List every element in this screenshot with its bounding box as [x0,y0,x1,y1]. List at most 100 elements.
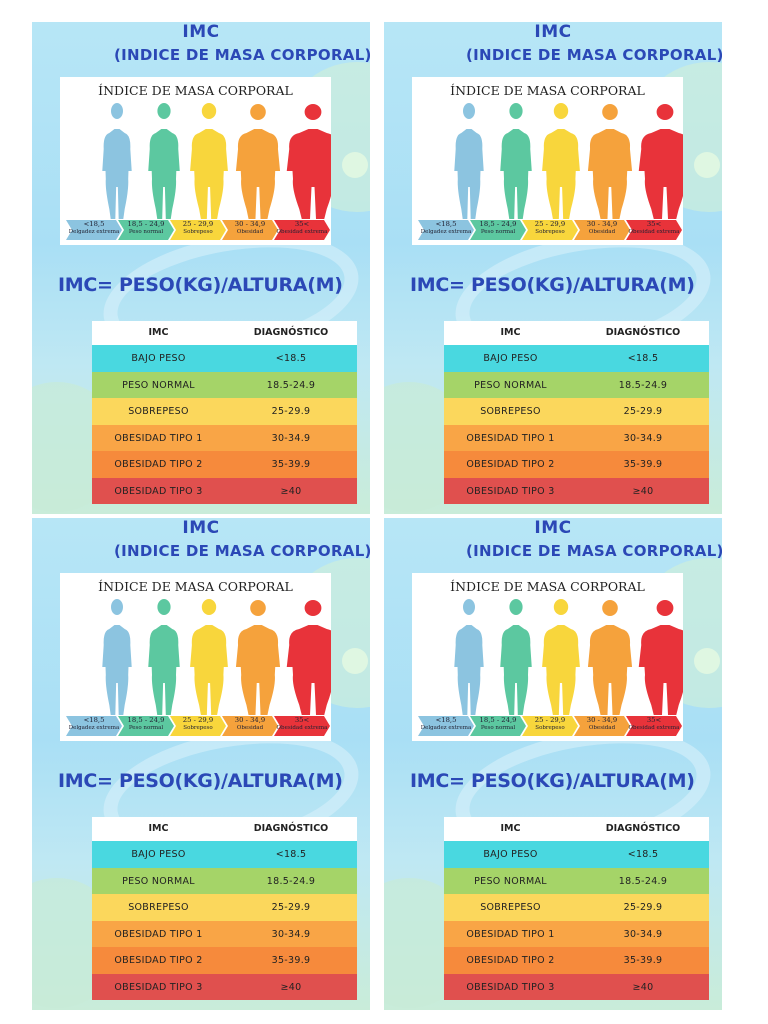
header-imc: IMC [148,327,169,338]
imc-card-4: IMC (INDICE DE MASA CORPORAL) ÍNDICE DE … [384,518,722,1010]
tag-arrow-shape [66,220,122,240]
bmi-scale-tag: 35< Obesidad extrema [274,716,330,736]
imc-table: IMC DIAGNÓSTICO BAJO PESO <18.5 PESO NORMA… [444,817,709,1000]
table-row: OBESIDAD TIPO 1 30-34.9 [92,920,357,947]
header-diagnostico: DIAGNÓSTICO [253,327,329,338]
body-figure-1 [454,599,484,715]
table-row: PESO NORMAL 18.5-24.9 [92,867,357,894]
row-label: SOBREPESO [480,902,541,913]
table-row: SOBREPESO 25-29.9 [444,894,709,921]
tag-range: <18,5 [83,716,105,724]
row-value: 35-39.9 [623,459,663,470]
tag-text: 30 - 34,9 Obesidad [574,220,630,236]
tag-label: Obesidad extrema [276,228,328,235]
body-figure-5 [286,600,331,715]
body-figure-4 [587,600,633,715]
tag-text: 18,5 - 24,9 Peso normal [470,716,526,732]
table-header: IMC DIAGNÓSTICO [444,321,709,345]
tag-range: 35< [294,716,310,724]
row-label: SOBREPESO [128,902,189,913]
header-diagnostico: DIAGNÓSTICO [605,823,681,834]
bmi-scale-tag: 30 - 34,9 Obesidad [222,716,278,736]
body-figure-5 [286,104,331,219]
bmi-scale-tag: 30 - 34,9 Obesidad [574,220,630,240]
tag-label: Obesidad [236,228,264,235]
bmi-scale-tag: 25 - 29,9 Sobrepeso [522,716,578,736]
tag-arrow-shape [222,716,278,736]
tag-label: Peso normal [480,228,516,235]
tag-range: 18,5 - 24,9 [479,220,517,228]
table-row: BAJO PESO <18.5 [92,841,357,868]
tag-range: <18,5 [435,220,457,228]
row-value: ≥40 [632,485,654,497]
card-title: IMC [182,518,220,538]
tag-label: Obesidad extrema [628,724,680,731]
bmi-scale-tag: 25 - 29,9 Sobrepeso [170,220,226,240]
tag-label: Delgadez extrema [420,228,472,235]
row-value: 25-29.9 [623,902,663,913]
decor-circle [342,152,368,178]
body-figure-5 [638,104,683,219]
illustration-title: ÍNDICE DE MASA CORPORAL [450,83,645,98]
row-label: SOBREPESO [480,406,541,417]
bmi-scale-tag: 30 - 34,9 Obesidad [222,220,278,240]
tag-range: 30 - 34,9 [234,716,266,724]
body-figure-2 [500,599,532,715]
row-label: BAJO PESO [483,353,538,364]
body-figure-2 [500,103,532,219]
row-value: 35-39.9 [623,955,663,966]
tag-text: <18,5 Delgadez extrema [418,220,474,236]
body-figure-3 [542,103,580,219]
row-value: 25-29.9 [623,406,663,417]
tag-arrow-shape [418,716,474,736]
tag-label: Sobrepeso [535,724,565,731]
illustration-title: ÍNDICE DE MASA CORPORAL [98,579,293,594]
table-row: OBESIDAD TIPO 1 30-34.9 [444,424,709,451]
tag-arrow-shape [626,220,682,240]
body-figure-1 [102,103,132,219]
body-figure-3 [190,103,228,219]
bmi-scale: <18,5 Delgadez extrema 18,5 - 24,9 Peso no… [66,716,330,736]
illustration-title: ÍNDICE DE MASA CORPORAL [450,579,645,594]
tag-text: 25 - 29,9 Sobrepeso [522,716,578,732]
imc-formula: IMC= PESO(KG)/ALTURA(M) [58,274,343,296]
table-row: BAJO PESO <18.5 [444,841,709,868]
tag-range: 25 - 29,9 [182,220,214,228]
table-row: OBESIDAD TIPO 3 ≥40 [444,477,709,504]
row-label: OBESIDAD TIPO 2 [114,459,203,470]
table-row: OBESIDAD TIPO 1 30-34.9 [444,920,709,947]
bmi-scale-tag: 25 - 29,9 Sobrepeso [170,716,226,736]
row-label: OBESIDAD TIPO 3 [466,485,555,497]
tag-range: 30 - 34,9 [234,220,266,228]
row-value: 18.5-24.9 [266,875,316,887]
imc-card-2: IMC (INDICE DE MASA CORPORAL) ÍNDICE DE … [384,22,722,514]
tag-arrow-shape [222,220,278,240]
tag-label: Obesidad [588,724,616,731]
table-body: BAJO PESO <18.5 PESO NORMAL 18.5-24.9 SOBREP… [92,345,357,504]
tag-label: Delgadez extrema [68,724,120,731]
tag-label: Sobrepeso [183,724,213,731]
table-row: SOBREPESO 25-29.9 [92,398,357,425]
table-header: IMC DIAGNÓSTICO [92,321,357,345]
tag-range: 30 - 34,9 [586,220,618,228]
row-label: OBESIDAD TIPO 2 [466,459,555,470]
row-value: 30-34.9 [623,928,663,940]
tag-range: 25 - 29,9 [534,220,566,228]
bmi-scale-tag: 35< Obesidad extrema [274,220,330,240]
tag-arrow-shape [274,716,330,736]
table-row: PESO NORMAL 18.5-24.9 [444,371,709,398]
bmi-scale-tag: 35< Obesidad extrema [626,716,682,736]
bmi-illustration: ÍNDICE DE MASA CORPORAL <18,5 Delgadez ex… [412,573,683,741]
tag-range: 25 - 29,9 [534,716,566,724]
row-value: ≥40 [280,485,302,497]
tag-range: 30 - 34,9 [586,716,618,724]
imc-table: IMC DIAGNÓSTICO BAJO PESO <18.5 PESO NORMA… [92,817,357,1000]
bmi-scale-tag: <18,5 Delgadez extrema [66,220,122,240]
bmi-scale-tag: <18,5 Delgadez extrema [418,220,474,240]
imc-formula: IMC= PESO(KG)/ALTURA(M) [58,770,343,792]
body-figures [102,599,331,715]
tag-range: 18,5 - 24,9 [479,716,517,724]
bmi-illustration: ÍNDICE DE MASA CORPORAL <18,5 Delgadez ex… [60,77,331,245]
card-title: IMC [534,518,572,538]
tag-text: 35< Obesidad extrema [274,220,330,236]
